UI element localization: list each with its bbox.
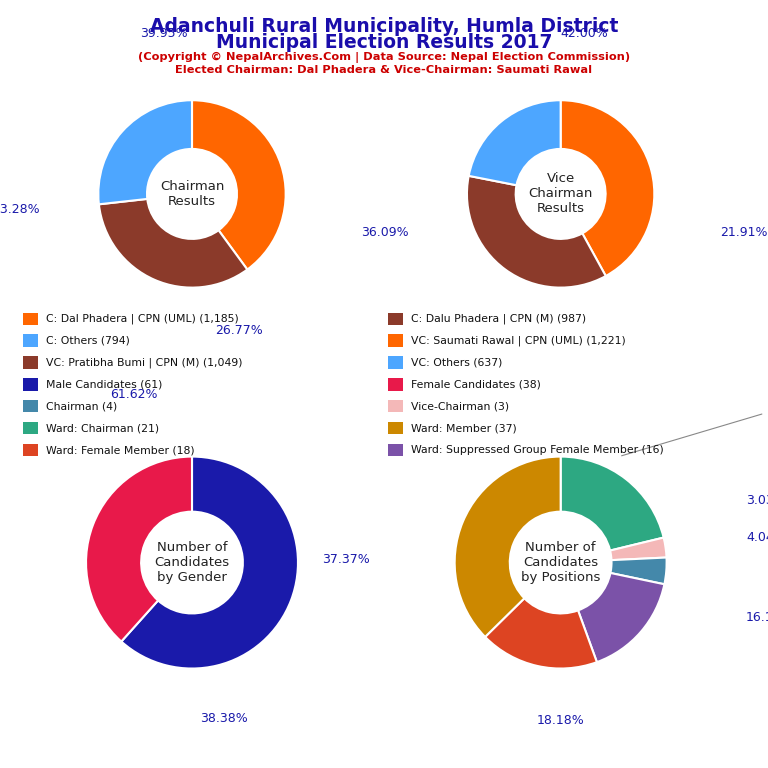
Text: Vice-Chairman (3): Vice-Chairman (3) <box>411 401 509 412</box>
Wedge shape <box>561 101 654 276</box>
Wedge shape <box>610 538 667 560</box>
Wedge shape <box>611 558 667 584</box>
Text: (Copyright © NepalArchives.Com | Data Source: Nepal Election Commission): (Copyright © NepalArchives.Com | Data So… <box>138 51 630 62</box>
Text: Male Candidates (61): Male Candidates (61) <box>46 379 163 389</box>
Text: 37.37%: 37.37% <box>322 552 370 565</box>
Text: Adanchuli Rural Municipality, Humla District: Adanchuli Rural Municipality, Humla Dist… <box>150 17 618 36</box>
Wedge shape <box>121 456 298 668</box>
Wedge shape <box>578 573 664 662</box>
Text: Ward: Suppressed Group Female Member (16): Ward: Suppressed Group Female Member (16… <box>411 445 664 455</box>
Wedge shape <box>467 176 606 287</box>
Text: 21.21%: 21.21% <box>621 399 768 455</box>
Text: 18.18%: 18.18% <box>537 714 584 727</box>
Text: 39.95%: 39.95% <box>140 27 187 40</box>
Text: VC: Pratibha Bumi | CPN (M) (1,049): VC: Pratibha Bumi | CPN (M) (1,049) <box>46 357 243 368</box>
Wedge shape <box>561 456 664 551</box>
Text: 38.38%: 38.38% <box>200 711 247 724</box>
Text: Ward: Member (37): Ward: Member (37) <box>411 423 517 433</box>
Text: 21.91%: 21.91% <box>720 226 767 239</box>
Wedge shape <box>98 101 192 204</box>
Wedge shape <box>192 101 286 270</box>
Text: Municipal Election Results 2017: Municipal Election Results 2017 <box>216 33 552 52</box>
Wedge shape <box>86 456 192 641</box>
Text: Number of
Candidates
by Positions: Number of Candidates by Positions <box>521 541 601 584</box>
Text: C: Dalu Phadera | CPN (M) (987): C: Dalu Phadera | CPN (M) (987) <box>411 313 586 324</box>
Wedge shape <box>468 101 561 185</box>
Wedge shape <box>485 598 597 668</box>
Wedge shape <box>455 456 561 637</box>
Text: 36.09%: 36.09% <box>361 226 409 239</box>
Text: C: Others (794): C: Others (794) <box>46 336 130 346</box>
Text: VC: Saumati Rawal | CPN (UML) (1,221): VC: Saumati Rawal | CPN (UML) (1,221) <box>411 336 626 346</box>
Text: 61.62%: 61.62% <box>110 389 157 402</box>
Text: Ward: Female Member (18): Ward: Female Member (18) <box>46 445 195 455</box>
Text: Vice
Chairman
Results: Vice Chairman Results <box>528 173 593 215</box>
Text: Elected Chairman: Dal Phadera & Vice-Chairman: Saumati Rawal: Elected Chairman: Dal Phadera & Vice-Cha… <box>175 65 593 74</box>
Text: 4.04%: 4.04% <box>746 531 768 545</box>
Text: Ward: Chairman (21): Ward: Chairman (21) <box>46 423 159 433</box>
Text: 3.03%: 3.03% <box>746 495 768 508</box>
Wedge shape <box>99 199 247 287</box>
Text: 42.00%: 42.00% <box>560 27 608 40</box>
Text: 16.16%: 16.16% <box>746 611 768 624</box>
Text: VC: Others (637): VC: Others (637) <box>411 357 502 368</box>
Text: C: Dal Phadera | CPN (UML) (1,185): C: Dal Phadera | CPN (UML) (1,185) <box>46 313 239 324</box>
Text: Number of
Candidates
by Gender: Number of Candidates by Gender <box>154 541 230 584</box>
Text: 33.28%: 33.28% <box>0 203 40 216</box>
Text: 26.77%: 26.77% <box>215 324 263 337</box>
Text: Chairman (4): Chairman (4) <box>46 401 118 412</box>
Text: Female Candidates (38): Female Candidates (38) <box>411 379 541 389</box>
Text: Chairman
Results: Chairman Results <box>160 180 224 208</box>
